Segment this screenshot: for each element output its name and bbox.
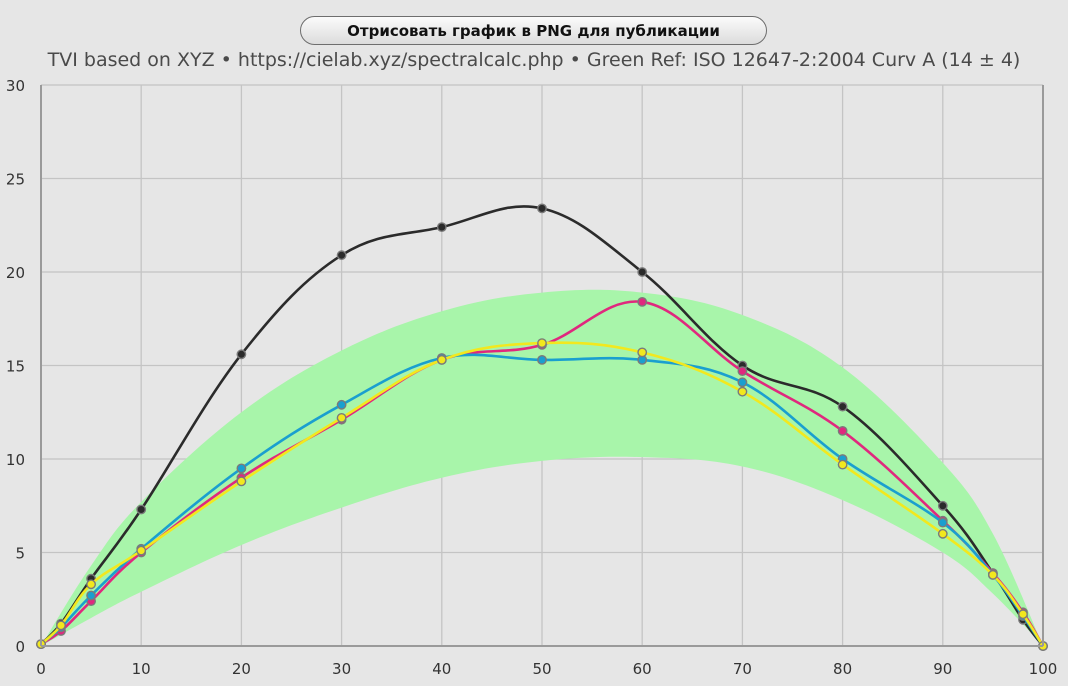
point-s4-x5 (86, 579, 97, 590)
point-s3-x30 (336, 399, 347, 410)
x-tick-label-20: 20 (232, 660, 251, 678)
point-s1-x20 (236, 349, 247, 360)
render-png-button[interactable]: Отрисовать график в PNG для публикации (300, 16, 767, 45)
point-s4-x95 (988, 570, 998, 580)
point-s1-x50 (537, 203, 547, 214)
point-s1-x40 (436, 222, 447, 233)
point-s3-x20 (236, 463, 247, 474)
x-tick-label-80: 80 (833, 660, 852, 678)
point-s4-x60 (637, 347, 648, 358)
point-s1-x30 (336, 250, 347, 261)
point-s3-x5 (86, 590, 97, 601)
series-layer (36, 203, 1048, 651)
y-tick-label-30: 30 (6, 77, 25, 95)
point-s2-x80 (837, 425, 848, 436)
y-tick-label-15: 15 (6, 358, 25, 376)
point-s2-x60 (637, 296, 648, 307)
x-tick-label-100: 100 (1029, 660, 1058, 678)
point-s4-x90 (937, 528, 948, 539)
point-s3-x50 (537, 354, 547, 365)
point-s1-x90 (937, 500, 948, 511)
point-s4-x98 (1018, 609, 1028, 620)
y-tick-label-10: 10 (6, 451, 25, 469)
point-s4-x50 (537, 338, 547, 348)
point-s3-x70 (737, 377, 748, 388)
point-s1-x60 (637, 267, 648, 277)
y-tick-label-5: 5 (15, 545, 25, 563)
reference-band-layer (41, 289, 1043, 646)
point-s3-x90 (937, 517, 948, 528)
point-s1-x10 (136, 504, 147, 515)
reference-band (41, 289, 1043, 646)
y-tick-label-20: 20 (6, 264, 25, 282)
grid-lines (41, 84, 1043, 646)
point-s1-x80 (837, 401, 848, 412)
point-s4-x40 (436, 354, 447, 365)
point-s4-x70 (737, 386, 748, 397)
chart-title: TVI based on XYZ • https://cielab.xyz/sp… (47, 49, 1021, 71)
y-tick-label-25: 25 (6, 171, 25, 189)
x-tick-label-40: 40 (432, 660, 451, 678)
series-4 (36, 338, 1048, 651)
point-s4-x30 (336, 412, 347, 423)
x-tick-label-30: 30 (332, 660, 351, 678)
x-tick-label-10: 10 (132, 660, 151, 678)
point-s4-x20 (236, 476, 247, 487)
x-tick-label-70: 70 (733, 660, 752, 678)
x-tick-label-50: 50 (532, 660, 551, 678)
x-tick-label-0: 0 (36, 660, 46, 678)
point-s4-x80 (837, 459, 848, 470)
point-s4-x2 (56, 620, 66, 631)
point-s4-x10 (136, 545, 147, 556)
point-s2-x70 (737, 366, 748, 376)
x-tick-label-60: 60 (633, 660, 652, 678)
y-tick-label-0: 0 (15, 638, 25, 656)
x-tick-label-90: 90 (933, 660, 952, 678)
tick-labels: 0 10 20 30 40 50 60 70 80 90 100 0 5 10 15 20 25 30 (6, 77, 1057, 678)
